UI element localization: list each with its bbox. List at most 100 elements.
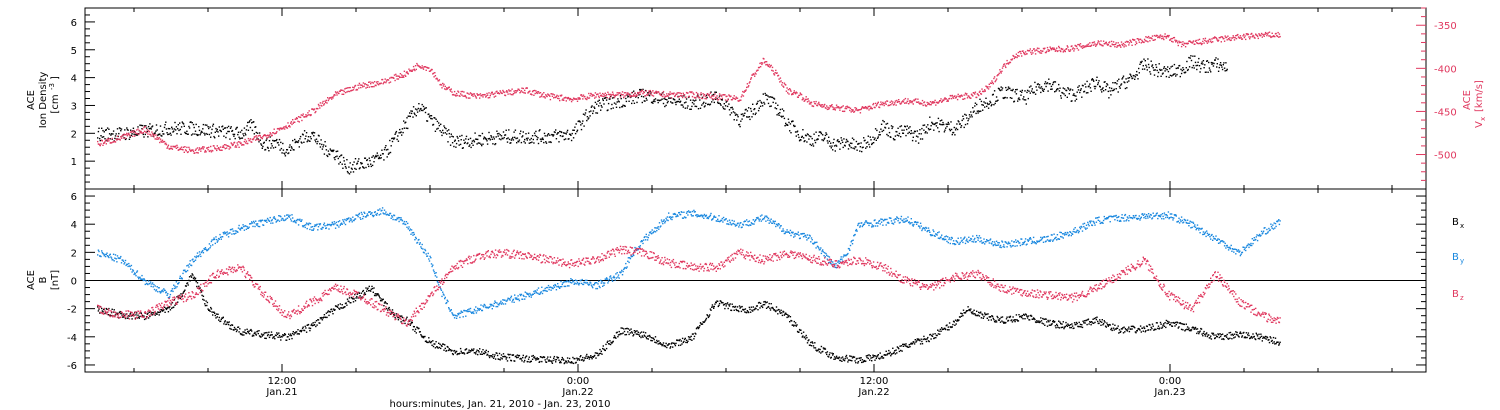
density-point	[1124, 81, 1126, 84]
velocity-point	[341, 93, 343, 95]
by-point	[456, 315, 458, 317]
velocity-point	[176, 144, 178, 147]
by-point	[771, 222, 774, 224]
by-point	[559, 287, 561, 289]
density-point	[267, 147, 269, 149]
density-point	[706, 96, 708, 99]
density-point	[272, 139, 274, 142]
velocity-point	[430, 69, 432, 72]
by-point	[443, 294, 445, 296]
density-point	[258, 141, 260, 143]
velocity-point	[702, 93, 704, 95]
velocity-point	[724, 99, 727, 101]
velocity-point	[367, 84, 369, 86]
velocity-point	[770, 64, 772, 67]
density-point	[810, 135, 812, 138]
density-point	[1172, 74, 1174, 76]
density-point	[855, 146, 857, 148]
density-point	[1038, 84, 1041, 86]
by-point	[418, 238, 420, 241]
velocity-point	[900, 103, 902, 105]
velocity-point	[740, 96, 743, 98]
density-point	[522, 135, 524, 137]
by-point	[518, 299, 521, 302]
by-point	[192, 258, 194, 260]
density-point	[1117, 91, 1119, 93]
by-point	[553, 284, 555, 287]
density-point	[909, 132, 912, 135]
velocity-point	[778, 78, 780, 80]
density-point	[907, 132, 909, 135]
velocity-point	[1154, 38, 1156, 41]
velocity-point	[586, 98, 588, 101]
velocity-point	[432, 72, 435, 74]
density-point	[1196, 68, 1198, 71]
velocity-point	[368, 81, 370, 83]
velocity-point	[908, 100, 910, 102]
density-point	[226, 126, 228, 129]
density-point	[878, 134, 880, 136]
density-point	[1202, 60, 1205, 62]
density-point	[506, 141, 509, 143]
density-point	[219, 130, 222, 132]
density-point	[522, 131, 524, 133]
density-point	[918, 133, 920, 135]
velocity-point	[322, 100, 324, 103]
velocity-point	[227, 145, 230, 147]
density-point	[450, 133, 452, 135]
velocity-point	[793, 92, 795, 94]
velocity-point	[954, 95, 956, 97]
by-point	[603, 282, 606, 284]
density-point	[120, 128, 123, 130]
by-point	[638, 246, 640, 248]
by-point	[578, 282, 581, 285]
density-point	[1166, 69, 1168, 71]
velocity-point	[1264, 33, 1266, 35]
velocity-point	[964, 92, 967, 94]
velocity-point	[586, 96, 589, 98]
velocity-point	[599, 92, 601, 94]
density-point	[574, 126, 576, 128]
velocity-point	[1091, 42, 1094, 44]
velocity-point	[882, 103, 885, 105]
density-point	[1017, 100, 1019, 102]
by-point	[813, 242, 815, 245]
velocity-point	[931, 102, 933, 104]
density-point	[1165, 75, 1168, 78]
velocity-point	[865, 107, 868, 109]
by-point	[514, 294, 516, 296]
velocity-point	[346, 87, 349, 89]
by-point	[179, 275, 181, 277]
density-point	[1185, 67, 1187, 69]
density-point	[1152, 67, 1154, 69]
by-point	[446, 301, 448, 304]
density-point	[809, 143, 811, 146]
velocity-point	[1167, 36, 1170, 38]
density-point	[141, 124, 144, 127]
velocity-point	[611, 91, 614, 93]
by-point	[447, 300, 449, 303]
by-point	[722, 216, 725, 219]
by-point	[152, 286, 154, 288]
velocity-point	[198, 147, 201, 149]
velocity-point	[943, 98, 946, 100]
velocity-point	[885, 103, 887, 105]
density-point	[443, 125, 445, 127]
by-point	[506, 299, 509, 301]
density-point	[1086, 80, 1088, 83]
by-point	[409, 229, 411, 232]
density-point	[728, 109, 731, 111]
by-point	[641, 240, 643, 242]
by-point	[676, 214, 678, 216]
density-point	[500, 138, 502, 141]
velocity-point	[249, 138, 252, 140]
density-point	[107, 137, 109, 139]
velocity-point	[351, 89, 353, 91]
density-point	[260, 144, 263, 146]
velocity-point	[997, 74, 1000, 76]
density-point	[1084, 83, 1086, 85]
density-point	[345, 167, 347, 169]
density-point	[1127, 77, 1129, 79]
velocity-point	[401, 74, 403, 76]
velocity-point	[850, 111, 852, 113]
